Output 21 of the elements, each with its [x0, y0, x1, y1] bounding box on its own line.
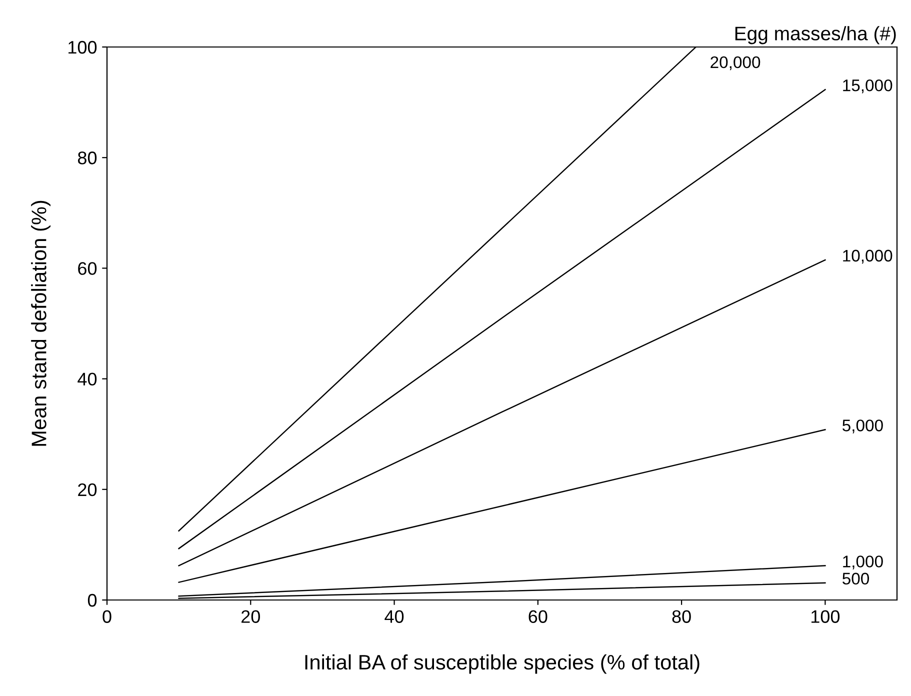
x-tick-label: 60: [528, 610, 548, 623]
x-axis-title: Initial BA of susceptible species (% of total): [305, 654, 700, 674]
y-axis-title: Mean stand defoliation (%): [31, 200, 50, 446]
y-tick-label: 80: [78, 152, 97, 164]
y-tick-label: 60: [78, 262, 97, 275]
x-tick-label: 100: [812, 610, 840, 623]
series-label: 500: [842, 572, 870, 585]
x-tick-label: 20: [242, 610, 260, 623]
y-tick-label: 20: [78, 483, 97, 496]
x-tick-label: 40: [384, 610, 404, 623]
x-tick-label: 80: [672, 610, 691, 623]
x-tick-label: 0: [102, 610, 112, 623]
y-tick-label: 40: [78, 372, 97, 386]
legend-title: Egg masses/ha (#): [735, 26, 896, 44]
y-tick-label: 100: [68, 40, 97, 54]
series-label: 10,000: [843, 250, 892, 264]
series-label: 15,000: [843, 79, 892, 94]
y-tick-label: 0: [88, 594, 97, 607]
series-label: 5,000: [842, 420, 883, 434]
series-label: 1,000: [843, 556, 883, 570]
series-label: 20,000: [710, 56, 760, 70]
